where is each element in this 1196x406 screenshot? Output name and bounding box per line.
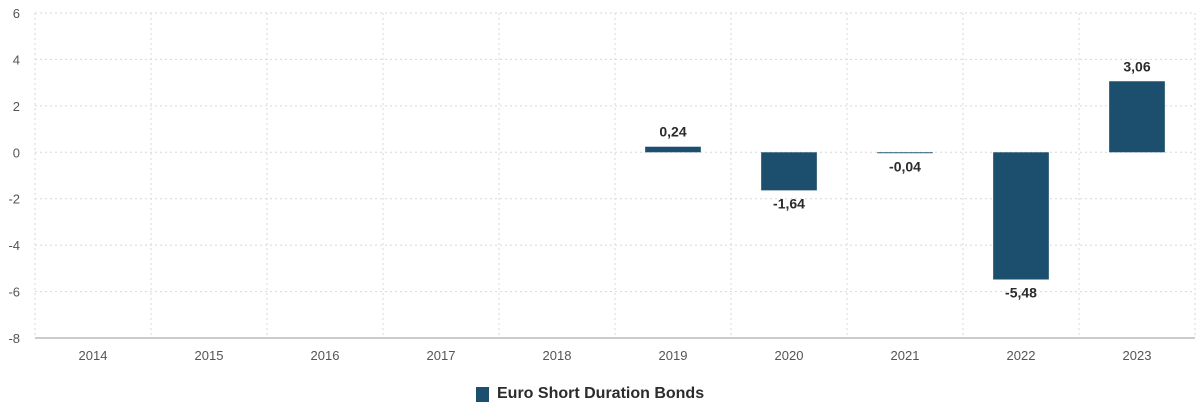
y-tick-label: 2 <box>13 99 20 114</box>
legend-label: Euro Short Duration Bonds <box>497 385 705 402</box>
y-tick-label: 6 <box>13 6 20 21</box>
bar-value-label: 0,24 <box>659 124 686 140</box>
y-tick-label: -4 <box>8 238 20 253</box>
bar <box>993 152 1049 280</box>
x-tick-label: 2019 <box>659 348 688 363</box>
y-tick-label: -2 <box>8 192 20 207</box>
y-tick-label: 4 <box>13 52 20 67</box>
x-tick-label: 2017 <box>427 348 456 363</box>
x-tick-label: 2018 <box>543 348 572 363</box>
legend: Euro Short Duration Bonds <box>476 382 704 406</box>
y-tick-label: -6 <box>8 285 20 300</box>
x-tick-label: 2023 <box>1123 348 1152 363</box>
x-tick-label: 2016 <box>311 348 340 363</box>
y-tick-label: -8 <box>8 331 20 346</box>
bar <box>645 146 701 153</box>
bar-value-label: -0,04 <box>889 158 921 174</box>
bar <box>761 152 817 191</box>
x-tick-label: 2022 <box>1007 348 1036 363</box>
y-tick-label: 0 <box>13 145 20 160</box>
x-tick-label: 2020 <box>775 348 804 363</box>
bar <box>877 152 933 154</box>
legend-swatch <box>476 386 489 402</box>
bar-value-label: -5,48 <box>1005 285 1037 301</box>
bar-value-label: 3,06 <box>1123 58 1150 74</box>
bar <box>1109 81 1165 153</box>
bar-value-label: -1,64 <box>773 195 805 211</box>
x-tick-label: 2021 <box>891 348 920 363</box>
x-tick-label: 2015 <box>195 348 224 363</box>
x-tick-label: 2014 <box>79 348 108 363</box>
